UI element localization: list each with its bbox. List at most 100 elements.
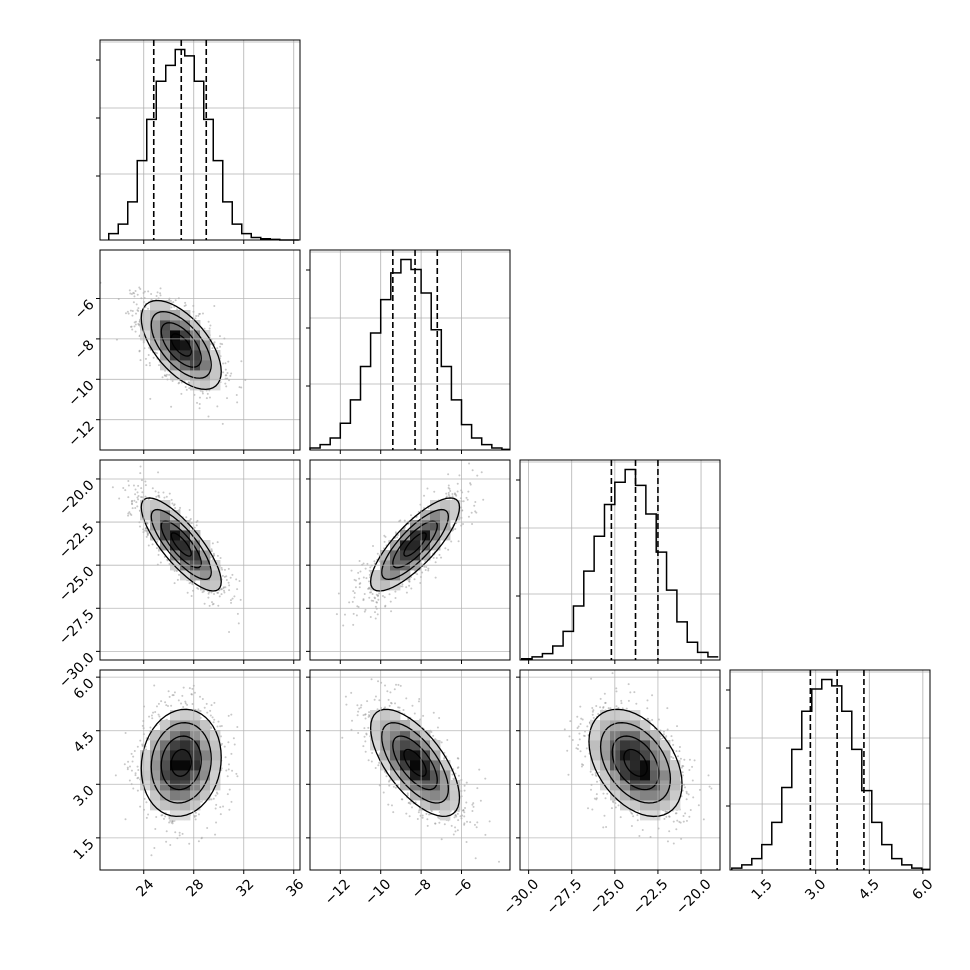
scatter-point	[582, 764, 585, 767]
scatter-point	[178, 381, 181, 384]
scatter-point	[592, 709, 595, 712]
scatter-point	[454, 830, 457, 833]
density-cell	[180, 340, 191, 351]
scatter-point	[577, 725, 580, 728]
scatter-point	[230, 800, 233, 803]
density-cell	[190, 750, 201, 761]
scatter-point	[651, 718, 654, 721]
scatter-point	[134, 330, 137, 333]
scatter-point	[127, 484, 130, 487]
scatter-point	[358, 577, 361, 580]
density-cell	[440, 500, 451, 511]
density-cell	[410, 520, 421, 531]
scatter-point	[692, 796, 695, 799]
scatter-point	[219, 725, 222, 728]
scatter-point	[463, 811, 466, 814]
y-tick-label: −22.5	[56, 520, 98, 562]
scatter-point	[137, 494, 140, 497]
density-cell	[180, 790, 191, 801]
scatter-point	[399, 684, 402, 687]
scatter-point	[457, 810, 460, 813]
scatter-point	[464, 807, 467, 810]
density-cell	[650, 730, 661, 741]
scatter-point	[595, 797, 598, 800]
scatter-point	[224, 586, 227, 589]
scatter-point	[159, 561, 162, 564]
scatter-point	[567, 773, 570, 776]
scatter-point	[384, 706, 387, 709]
contour-line	[369, 497, 461, 592]
scatter-point	[136, 765, 139, 768]
density-cell	[410, 740, 421, 751]
scatter-point	[682, 765, 685, 768]
scatter-point	[136, 491, 139, 494]
density-cell	[660, 780, 671, 791]
scatter-point	[619, 816, 622, 819]
scatter-point	[154, 490, 157, 493]
density-cell	[430, 790, 441, 801]
density-cell	[140, 760, 151, 771]
density-cell	[440, 800, 451, 811]
density-cell	[160, 780, 171, 791]
scatter-point	[194, 811, 197, 814]
scatter-point	[408, 580, 411, 583]
scatter-point	[582, 734, 585, 737]
scatter-point	[368, 596, 371, 599]
scatter-point	[219, 813, 222, 816]
density-cell	[380, 750, 391, 761]
scatter-point	[124, 489, 127, 492]
scatter-point	[432, 556, 435, 559]
density-cell	[190, 790, 201, 801]
scatter-point	[159, 287, 162, 290]
density-cell	[440, 790, 451, 801]
density-cell	[370, 580, 381, 591]
scatter-point	[596, 780, 599, 783]
scatter-point	[220, 767, 223, 770]
density-cell	[390, 730, 401, 741]
density-cell	[370, 740, 381, 751]
scatter-point	[571, 738, 574, 741]
contours	[369, 497, 461, 592]
x-tick-label: −30.0	[501, 876, 543, 918]
density-cell	[660, 760, 671, 771]
density-cell	[210, 580, 221, 591]
scatter-point	[134, 488, 137, 491]
scatter-point	[198, 407, 201, 410]
scatter-point	[416, 818, 419, 821]
scatter-point	[457, 540, 460, 543]
scatter-point	[216, 541, 219, 544]
density-cell	[640, 760, 651, 771]
density-panel-0-2	[96, 459, 301, 664]
scatter-point	[127, 496, 130, 499]
density-cell	[210, 770, 221, 781]
scatter-point	[668, 815, 671, 818]
scatter-point	[675, 828, 678, 831]
scatter-point	[471, 803, 474, 806]
density-cell	[200, 330, 211, 341]
scatter-point	[426, 487, 429, 490]
density-content	[520, 670, 720, 870]
scatter-point	[222, 586, 225, 589]
scatter-point	[197, 813, 200, 816]
scatter-point	[128, 765, 131, 768]
scatter-point	[363, 592, 366, 595]
scatter-point	[357, 605, 360, 608]
density-cell	[370, 730, 381, 741]
scatter-point	[422, 714, 425, 717]
scatter-point	[661, 737, 664, 740]
density-cell	[620, 770, 631, 781]
scatter-point	[206, 827, 209, 830]
scatter-point	[202, 590, 205, 593]
scatter-point	[364, 608, 367, 611]
scatter-point	[578, 738, 581, 741]
grid	[520, 460, 720, 660]
scatter-point	[377, 598, 380, 601]
scatter-point	[224, 368, 227, 371]
scatter-point	[197, 708, 200, 711]
density-cell	[150, 730, 161, 741]
scatter-point	[229, 599, 232, 602]
scatter-point	[674, 812, 677, 815]
scatter-point	[406, 794, 409, 797]
scatter-point	[127, 514, 130, 517]
scatter-point	[383, 534, 386, 537]
